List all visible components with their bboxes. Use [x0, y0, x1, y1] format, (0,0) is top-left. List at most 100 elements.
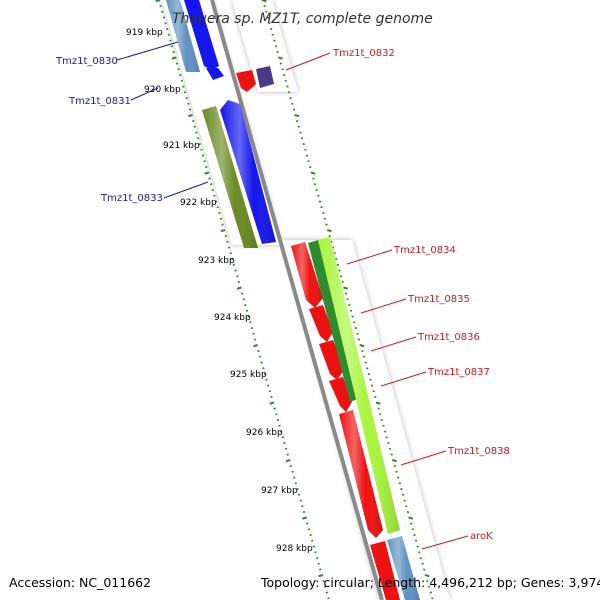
minor-tick: [196, 137, 200, 140]
minor-tick: [274, 45, 278, 48]
minor-tick: [374, 396, 377, 399]
minor-tick: [275, 413, 278, 416]
minor-tick: [159, 5, 162, 8]
gene-features: [166, 0, 420, 600]
minor-tick: [416, 545, 419, 548]
gene-arrow[interactable]: [319, 340, 344, 380]
major-tick: [171, 56, 177, 60]
minor-tick: [426, 580, 429, 583]
gene-label[interactable]: Tmz1t_0834: [393, 245, 456, 256]
major-tick: [269, 401, 275, 405]
minor-tick: [312, 177, 315, 180]
minor-tick: [362, 355, 366, 358]
gene-arrow[interactable]: [370, 541, 400, 600]
minor-tick: [364, 361, 367, 364]
leader-line: [360, 298, 407, 314]
major-tick: [278, 56, 283, 60]
major-tick: [155, 0, 161, 3]
gene-label[interactable]: Tmz1t_0833: [100, 193, 163, 204]
major-tick: [318, 574, 324, 578]
minor-tick: [226, 240, 229, 243]
left-tick-scale: [155, 0, 330, 600]
minor-tick: [295, 120, 299, 123]
minor-tick: [309, 166, 312, 169]
minor-tick: [369, 378, 372, 381]
minor-tick: [292, 108, 296, 111]
gene-label[interactable]: Tmz1t_0836: [417, 332, 480, 343]
minor-tick: [380, 419, 384, 422]
minor-tick: [419, 557, 423, 560]
minor-tick: [193, 125, 197, 128]
minor-tick: [410, 522, 413, 525]
minor-tick: [240, 292, 244, 295]
minor-tick: [325, 223, 328, 226]
gene-gloss: [220, 100, 276, 244]
minor-tick: [179, 74, 182, 77]
gene-gloss: [166, 0, 200, 72]
gene-gloss: [318, 237, 400, 534]
gene-label[interactable]: Tmz1t_0835: [407, 294, 470, 305]
minor-tick: [405, 505, 408, 508]
minor-tick: [249, 321, 252, 324]
major-tick: [326, 229, 332, 233]
gene-label[interactable]: Tmz1t_0830: [55, 56, 118, 67]
gene-gloss: [202, 106, 258, 248]
minor-tick: [164, 22, 167, 25]
gene-label[interactable]: Tmz1t_0837: [427, 367, 490, 378]
minor-tick: [382, 424, 385, 427]
major-tick: [204, 171, 210, 175]
minor-tick: [296, 488, 299, 491]
major-tick: [424, 574, 430, 578]
minor-tick: [367, 373, 371, 376]
minor-tick: [357, 338, 361, 341]
gene-arrow[interactable]: [206, 68, 224, 80]
minor-tick: [401, 493, 405, 496]
minor-tick: [310, 539, 314, 542]
minor-tick: [234, 269, 237, 272]
minor-tick: [356, 332, 359, 335]
major-tick: [253, 344, 258, 348]
gene-arrow[interactable]: [184, 0, 219, 70]
minor-tick: [333, 252, 336, 255]
minor-tick: [284, 447, 288, 450]
gene-label[interactable]: Tmz1t_0838: [447, 446, 510, 457]
gene-arrow[interactable]: [256, 66, 274, 88]
major-tick: [310, 171, 316, 175]
gene-label[interactable]: aroK: [470, 531, 493, 542]
minor-tick: [218, 212, 221, 215]
minor-tick: [242, 298, 245, 301]
minor-tick: [322, 580, 325, 583]
minor-tick: [395, 470, 398, 473]
minor-tick: [214, 200, 218, 203]
minor-tick: [427, 585, 431, 588]
minor-tick: [192, 120, 195, 123]
major-tick: [220, 229, 226, 233]
minor-tick: [258, 355, 262, 358]
minor-tick: [282, 74, 286, 77]
minor-tick: [366, 367, 369, 370]
leader-line: [421, 535, 469, 550]
minor-tick: [273, 39, 276, 42]
minor-tick: [271, 33, 274, 36]
minor-tick: [322, 212, 325, 215]
gene-arrow[interactable]: [329, 377, 352, 412]
minor-tick: [307, 528, 311, 531]
gene-arrow[interactable]: [309, 305, 333, 342]
minor-tick: [383, 430, 387, 433]
gene-arrow[interactable]: [236, 70, 256, 92]
minor-tick: [213, 194, 216, 197]
minor-tick: [265, 10, 268, 13]
minor-tick: [305, 154, 309, 157]
minor-tick: [244, 304, 247, 307]
minor-tick: [245, 309, 249, 312]
minor-tick: [320, 206, 323, 209]
minor-tick: [175, 62, 179, 65]
scale-label: 927 kbp: [261, 486, 298, 496]
minor-tick: [306, 522, 309, 525]
gene-label[interactable]: Tmz1t_0831: [68, 96, 131, 107]
gene-label[interactable]: Tmz1t_0832: [332, 48, 395, 59]
minor-tick: [309, 534, 312, 537]
minor-tick: [260, 361, 263, 364]
minor-tick: [162, 16, 166, 19]
